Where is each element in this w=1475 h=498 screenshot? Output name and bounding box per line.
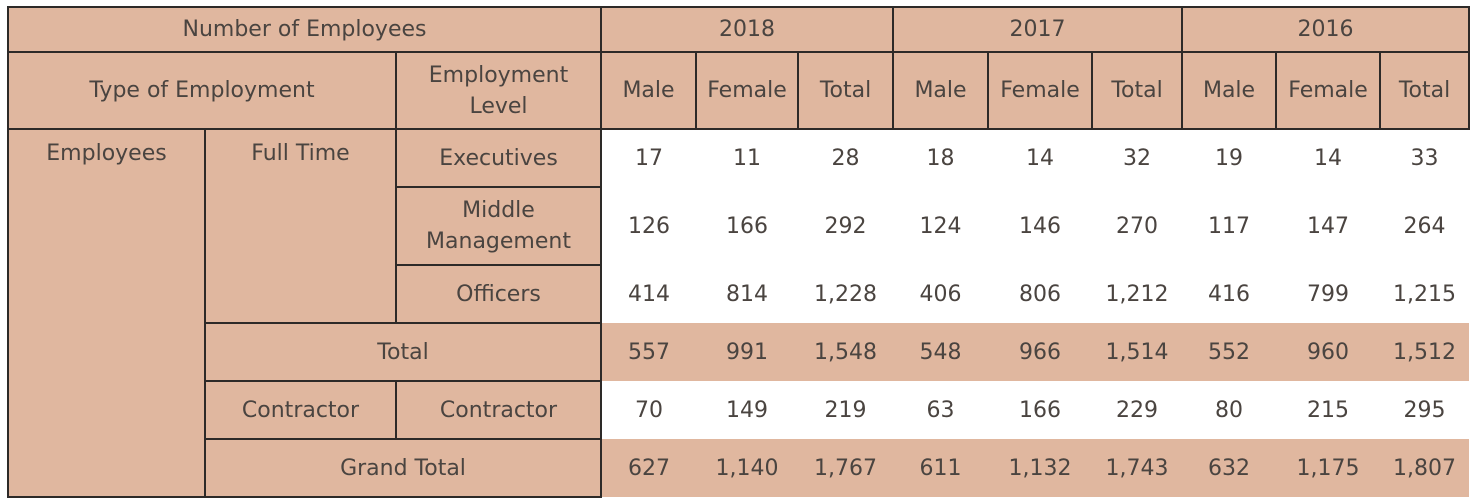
table-cell: 17 [601, 129, 696, 187]
table-cell: 1,175 [1276, 439, 1381, 497]
table-row: Officers 414 814 1,228 406 806 1,212 416… [8, 264, 1470, 324]
year-2016-header: 2016 [1181, 6, 1471, 53]
employee-table: Number of Employees 2018 2017 2016 Type … [7, 6, 1471, 498]
table-cell: 1,548 [798, 323, 894, 381]
table-cell: 1,228 [798, 265, 894, 323]
table-cell: 814 [696, 265, 798, 323]
total-label: Total [204, 322, 602, 382]
table-cell: 32 [1092, 129, 1183, 187]
table-cell: 632 [1182, 439, 1277, 497]
table-row-total: Total 557 991 1,548 548 966 1,514 552 96… [8, 322, 1470, 382]
employees-label: Employees [7, 128, 206, 498]
table-cell: 80 [1182, 381, 1277, 439]
middle-management-label: Middle Management [395, 186, 602, 266]
table-cell: 806 [988, 265, 1093, 323]
table-cell: 991 [696, 323, 798, 381]
table-cell: 1,212 [1092, 265, 1183, 323]
table-cell: 18 [893, 129, 989, 187]
table-cell: 270 [1092, 187, 1183, 265]
table-cell: 966 [988, 323, 1093, 381]
employment-level-line2: Level [469, 93, 528, 119]
male-header-2016: Male [1181, 51, 1278, 130]
table-cell: 611 [893, 439, 989, 497]
table-cell: 1,140 [696, 439, 798, 497]
grand-total-label: Grand Total [204, 438, 602, 498]
table-cell: 63 [893, 381, 989, 439]
table-cell: 28 [798, 129, 894, 187]
table-cell: 146 [988, 187, 1093, 265]
table-cell: 548 [893, 323, 989, 381]
table-cell: 33 [1380, 129, 1470, 187]
officers-label: Officers [395, 264, 602, 324]
table-cell: 166 [988, 381, 1093, 439]
male-header-2018: Male [600, 51, 697, 130]
female-header-2018: Female [695, 51, 799, 130]
total-header-2017: Total [1091, 51, 1184, 130]
table-cell: 117 [1182, 187, 1277, 265]
employment-level-header: Employment Level [395, 51, 602, 130]
table-cell: 1,743 [1092, 439, 1183, 497]
table-cell: 1,512 [1380, 323, 1470, 381]
middle-management-line1: Middle [462, 198, 535, 223]
table-cell: 219 [798, 381, 894, 439]
table-cell: 1,807 [1380, 439, 1470, 497]
table-row: Contractor Contractor 70 149 219 63 166 … [8, 380, 1470, 440]
table-cell: 1,132 [988, 439, 1093, 497]
header-row-columns: Type of Employment Employment Level Male… [7, 51, 1471, 130]
table-cell: 627 [601, 439, 696, 497]
table-cell: 147 [1276, 187, 1381, 265]
table-cell: 799 [1276, 265, 1381, 323]
table-cell: 215 [1276, 381, 1381, 439]
employment-level-line1: Employment [428, 62, 569, 88]
table-row: Middle Management 126 166 292 124 146 27… [8, 186, 1470, 266]
table-cell: 124 [893, 187, 989, 265]
table-cell: 414 [601, 265, 696, 323]
header-row-years: Number of Employees 2018 2017 2016 [7, 6, 1471, 53]
total-header-2018: Total [796, 51, 895, 130]
type-of-employment-header: Type of Employment [7, 51, 397, 130]
number-of-employees-header: Number of Employees [7, 6, 602, 53]
table-row-grand-total: Grand Total 627 1,140 1,767 611 1,132 1,… [8, 438, 1470, 498]
table-row: Employees Full Time Executives 17 11 28 … [7, 128, 1470, 498]
table-cell: 229 [1092, 381, 1183, 439]
table-cell: 960 [1276, 323, 1381, 381]
table-cell: 416 [1182, 265, 1277, 323]
year-2017-header: 2017 [892, 6, 1184, 53]
table-cell: 14 [1276, 129, 1381, 187]
contractor-type-label: Contractor [204, 380, 397, 440]
table-cell: 126 [601, 187, 696, 265]
table-cell: 1,215 [1380, 265, 1470, 323]
middle-management-line2: Management [426, 229, 571, 254]
table-cell: 19 [1182, 129, 1277, 187]
table-cell: 11 [696, 129, 798, 187]
table-cell: 1,767 [798, 439, 894, 497]
contractor-level-label: Contractor [395, 380, 602, 440]
table-cell: 292 [798, 187, 894, 265]
total-header-2016: Total [1379, 51, 1471, 130]
table-cell: 264 [1380, 187, 1470, 265]
table-cell: 166 [696, 187, 798, 265]
female-header-2017: Female [987, 51, 1094, 130]
executives-label: Executives [395, 128, 602, 188]
table-cell: 70 [601, 381, 696, 439]
table-cell: 557 [601, 323, 696, 381]
table-cell: 552 [1182, 323, 1277, 381]
year-2018-header: 2018 [599, 6, 895, 53]
male-header-2017: Male [892, 51, 990, 130]
female-header-2016: Female [1275, 51, 1382, 130]
table-cell: 14 [988, 129, 1093, 187]
table-cell: 295 [1380, 381, 1470, 439]
full-time-label: Full Time [204, 128, 397, 324]
table-cell: 406 [893, 265, 989, 323]
table-cell: 149 [696, 381, 798, 439]
table-cell: 1,514 [1092, 323, 1183, 381]
